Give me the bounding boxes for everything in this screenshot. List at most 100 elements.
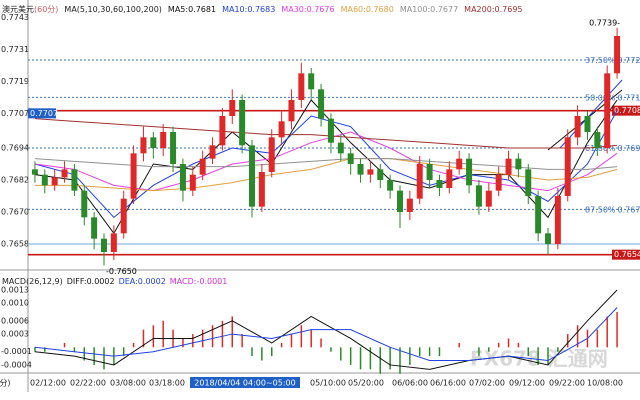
candle-body [426, 164, 433, 180]
candle-body [268, 137, 275, 172]
x-tick-label: 02/12:00 [30, 379, 66, 388]
candle-body [249, 145, 255, 207]
x-tick-label: 03/18:00 [149, 379, 185, 388]
candle-body [239, 100, 246, 146]
candle-body [367, 169, 374, 175]
x-tick-label: 06/06:00 [392, 379, 428, 388]
fib-price: 0.7671 [618, 205, 640, 214]
fib-label: 37.50%0.7727 [585, 56, 640, 65]
level-box [612, 105, 640, 116]
candle-body [160, 132, 167, 148]
header: 澳元美元(60分) MA(5,10,30,60,100,200) MA5:0.768… [2, 4, 523, 14]
candle-body [189, 174, 196, 191]
macd-tick-label: -0.0004 [1, 360, 32, 369]
candle-body [377, 169, 384, 180]
fib-percent: 37.50% [585, 56, 616, 65]
fib-price: 0.7694 [618, 144, 640, 153]
macd-title: MACD(26,12,9) [2, 277, 63, 286]
legend-entry: MA100:0.7677 [400, 5, 458, 14]
cursor-price-box [28, 108, 56, 119]
trend-line [559, 79, 623, 149]
y-tick-label: 0.7707 [1, 109, 29, 118]
candle-body [456, 158, 463, 170]
candle-body [594, 132, 601, 148]
dea-line [34, 307, 618, 362]
cursor-time-box [190, 377, 300, 388]
macd-tick-label: 0.0006 [1, 316, 29, 325]
x-tick-label: 02/22:00 [70, 379, 106, 388]
candle-body [170, 132, 177, 164]
title: 澳元美元 [2, 4, 34, 14]
low-label: -0.7650 [106, 267, 137, 276]
candle-body [347, 153, 354, 164]
diff-label: DIFF:0.0002 [67, 277, 115, 286]
candle-body [387, 180, 394, 191]
fib-percent: 87.50% [585, 205, 616, 214]
x-tick-label: 10/08:00 [587, 379, 623, 388]
macd-label: MACD:-0.0001 [170, 277, 228, 286]
y-tick-label: 0.7731 [1, 45, 29, 54]
candle-body [397, 190, 403, 212]
x-tick-label: 05/20:00 [348, 379, 384, 388]
candle-body [110, 233, 117, 252]
candle-body [604, 73, 611, 148]
level-label: 0.7654 [614, 250, 640, 259]
candle-body [535, 196, 542, 234]
candle-body [51, 177, 58, 186]
candle-body [199, 158, 206, 175]
candle-body [120, 198, 127, 234]
candle-body [406, 198, 413, 212]
legend-entry: MA60:0.7680 [341, 5, 394, 14]
candle-body [219, 116, 226, 146]
candle-body [150, 137, 157, 148]
candle-body [278, 121, 285, 138]
x-tick-label: 09/22:00 [549, 379, 585, 388]
diff-line [34, 289, 618, 370]
candle-body [416, 164, 423, 199]
candle-body [584, 116, 591, 132]
cursor-price: 0.7707 [30, 109, 58, 118]
macd-tick-label: -0.0001 [1, 347, 32, 356]
macd-tick-label: 0.0010 [1, 299, 29, 308]
x-tick-label: 05/10:00 [310, 379, 346, 388]
candle-body [81, 190, 88, 218]
candle-body [101, 238, 107, 252]
y-tick-label: 0.7743 [1, 13, 29, 22]
candle-body [308, 73, 315, 90]
candle-body [446, 169, 453, 188]
candle-body [614, 36, 621, 74]
fib-label: 50.00%0.7713 [585, 93, 640, 102]
candle-body [545, 233, 551, 244]
macd-tick-label: 0.0013 [1, 285, 29, 294]
candle-body [485, 190, 492, 207]
candle-body [258, 172, 265, 207]
level-box [612, 249, 640, 260]
x-tick-label: 07/02:00 [469, 379, 505, 388]
candle-body [475, 185, 482, 207]
macd-tick-label: 0.0003 [1, 330, 29, 339]
candle-body [318, 89, 325, 119]
fib-price: 0.7727 [618, 56, 640, 65]
candle-body [337, 142, 344, 154]
legend-entry: MA200:0.7695 [464, 5, 522, 14]
candle-body [495, 174, 502, 191]
candle-body [209, 145, 216, 159]
subtitle: (60分) [34, 5, 58, 14]
candle-body [327, 118, 334, 143]
x-tick-label: 06/16:00 [430, 379, 466, 388]
candle-body [564, 137, 571, 196]
candle-body [505, 158, 512, 175]
macd-header: MACD(26,12,9) DIFF:0.0002 DEA:0.0002 MACD:-… [2, 277, 227, 286]
legend-entry: MA5:0.7681 [168, 5, 216, 14]
candle-body [140, 137, 147, 154]
candle-body [466, 158, 473, 186]
candle-body [554, 196, 561, 244]
legend-entry: MA10:0.7683 [222, 5, 275, 14]
dea-label: DEA:0.0002 [119, 277, 166, 286]
cursor-time: 2018/04/04 04:00~05:00 [194, 379, 295, 388]
fib-label: 61.80%0.7694 [585, 144, 640, 153]
candle-body [71, 169, 78, 191]
candle-body [179, 164, 186, 191]
